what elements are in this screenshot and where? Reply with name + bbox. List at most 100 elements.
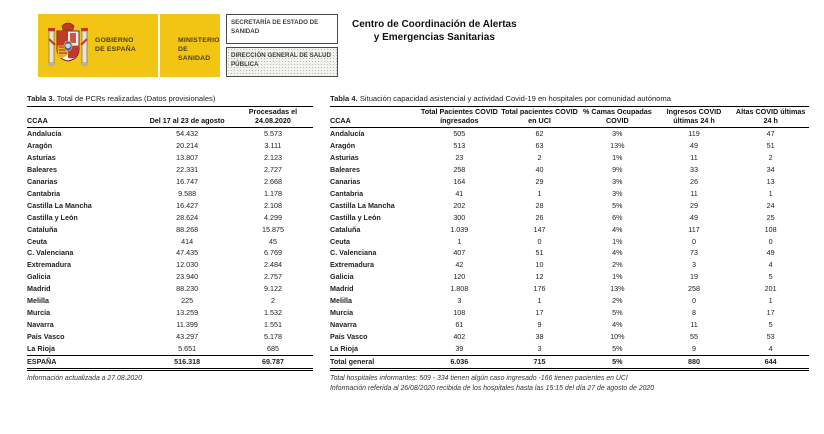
ccaa-cell: Canarias (27, 177, 58, 187)
table-row: País Vasco 43.297 5.178 (27, 331, 313, 343)
pcr-table-title: Tabla 3. Total de PCRs realizadas (Datos… (27, 94, 313, 103)
value-cell: 5.573 (263, 129, 282, 139)
value-cell: 0 (692, 236, 696, 246)
hospital-table-title-bold: Tabla 4. (330, 94, 358, 103)
value-cell: 38 (535, 331, 544, 341)
value-cell: 34 (766, 165, 775, 175)
value-cell: 3 (537, 343, 542, 353)
secretaria-box: SECRETARÍA DE ESTADO DE SANIDAD (226, 14, 338, 44)
table-row: Aragón 20.214 3.111 (27, 140, 313, 152)
column-header-ccaa: CCAA (27, 106, 142, 129)
value-cell: 644 (732, 354, 809, 371)
column-header-altas24h: Altas COVID últimas 24 h (732, 106, 809, 129)
hospital-table: CCAA Total Pacientes COVID ingresados To… (330, 106, 809, 371)
table-row: Andalucía 54.432 5.573 (27, 128, 313, 140)
value-cell: 43.297 (176, 331, 199, 341)
table-row: Castilla La Mancha 16.427 2.108 (27, 200, 313, 212)
ccaa-cell: Ceuta (27, 236, 47, 246)
table-row: País Vasco 402 38 10% 55 53 (330, 331, 809, 343)
value-cell: 40 (535, 165, 544, 175)
value-cell: 407 (453, 248, 466, 258)
value-cell: 516.318 (141, 354, 233, 371)
value-cell: 63 (535, 141, 544, 151)
value-cell: 1 (537, 188, 542, 198)
ccaa-cell: Baleares (27, 165, 57, 175)
logo-divider (158, 14, 160, 77)
ccaa-cell: Cantabria (330, 188, 364, 198)
value-cell: 55 (690, 331, 698, 341)
value-cell: 8 (692, 307, 696, 317)
value-cell: 164 (453, 177, 466, 187)
value-cell: 1 (457, 236, 462, 246)
ccaa-cell: Madrid (27, 284, 51, 294)
pcr-table-header-row: CCAA Del 17 al 23 de agosto Procesadas e… (27, 106, 313, 129)
ccaa-cell: Melilla (27, 296, 49, 306)
value-cell: 61 (455, 319, 464, 329)
table-row: La Rioja 5.651 685 (27, 343, 313, 355)
value-cell: 2% (612, 260, 623, 270)
hospital-table-footnote-2: Información referida al 26/08/2020 recib… (330, 385, 655, 393)
ccaa-cell: Extremadura (330, 260, 374, 270)
value-cell: 4% (612, 224, 623, 234)
value-cell: 49 (690, 141, 698, 151)
table-row: Cataluña 88.268 15.875 (27, 224, 313, 236)
pcr-table-section: Tabla 3. Total de PCRs realizadas (Datos… (27, 94, 313, 384)
ccaa-cell: Galicia (27, 272, 51, 282)
table-row: Andalucía 505 62 3% 119 47 (330, 128, 809, 140)
value-cell: 4.299 (263, 212, 282, 222)
value-cell: 42 (455, 260, 464, 270)
hospital-table-title: Tabla 4. Situación capacidad asistencial… (330, 94, 809, 103)
ccaa-cell: Castilla y León (27, 212, 78, 222)
value-cell: 1% (612, 272, 623, 282)
value-cell: 5% (612, 200, 623, 210)
direccion-box: DIRECCIÓN GENERAL DE SALUD PÚBLICA (226, 47, 338, 77)
value-cell: 2.757 (263, 272, 282, 282)
value-cell: 1.551 (263, 319, 282, 329)
ccaa-cell: Asturias (330, 153, 359, 163)
pcr-table-title-bold: Tabla 3. (27, 94, 55, 103)
table-row: Castilla La Mancha 202 28 5% 29 24 (330, 200, 809, 212)
column-header-uci: Total pacientes COVID en UCI (500, 106, 580, 129)
value-cell: 1 (537, 296, 542, 306)
value-cell: 4% (612, 319, 623, 329)
column-header-ingresados: Total Pacientes COVID ingresados (418, 106, 501, 129)
value-cell: 51 (535, 248, 544, 258)
value-cell: 5% (612, 307, 623, 317)
value-cell: 17 (535, 307, 544, 317)
table-row: Ceuta 414 45 (27, 236, 313, 248)
ccaa-cell: Navarra (27, 319, 54, 329)
table-row: Melilla 3 1 2% 0 1 (330, 295, 809, 307)
value-cell: 16.427 (176, 200, 199, 210)
value-cell: 3% (612, 129, 623, 139)
value-cell: 16.747 (176, 177, 199, 187)
value-cell: 5.651 (178, 343, 197, 353)
value-cell: 0 (537, 236, 542, 246)
value-cell: 1.532 (263, 307, 282, 317)
value-cell: 108 (764, 224, 777, 234)
value-cell: 108 (453, 307, 466, 317)
value-cell: 300 (453, 212, 466, 222)
hospital-table-title-rest: Situación capacidad asistencial y activi… (357, 94, 671, 103)
value-cell: 120 (453, 272, 466, 282)
value-cell: 17 (766, 307, 775, 317)
value-cell: 13.259 (176, 307, 199, 317)
value-cell: 11 (690, 319, 698, 329)
value-cell: 25 (766, 212, 775, 222)
value-cell: 19 (690, 272, 698, 282)
value-cell: 2 (270, 296, 275, 306)
value-cell: 1 (768, 188, 773, 198)
table-row: C. Valenciana 407 51 4% 73 49 (330, 247, 809, 259)
value-cell: 258 (688, 284, 700, 294)
value-cell: 10% (610, 331, 625, 341)
value-cell: 880 (655, 354, 733, 371)
value-cell: 147 (533, 224, 546, 234)
ccaa-cell: País Vasco (27, 331, 65, 341)
value-cell: 22.331 (176, 165, 199, 175)
value-cell: 13.807 (176, 153, 199, 163)
value-cell: 402 (453, 331, 466, 341)
ccaa-cell: Murcia (330, 307, 354, 317)
value-cell: 5 (768, 319, 773, 329)
value-cell: 28 (535, 200, 544, 210)
value-cell: 5 (768, 272, 773, 282)
